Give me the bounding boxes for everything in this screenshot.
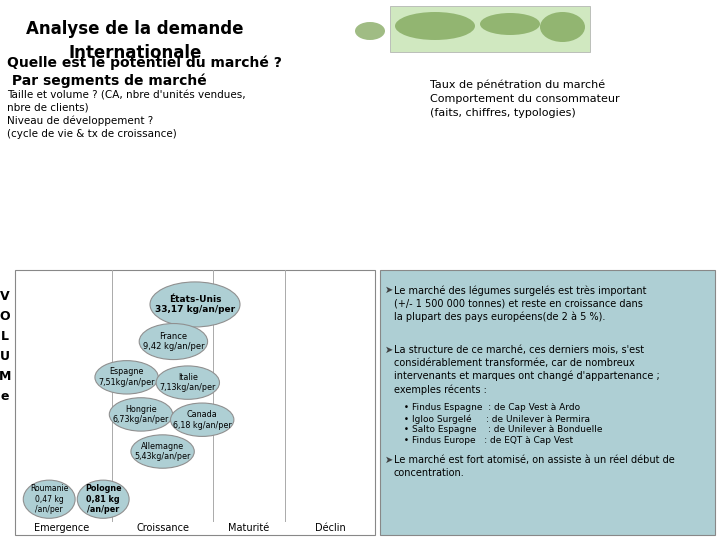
- Text: Quelle est le potentiel du marché ?: Quelle est le potentiel du marché ?: [7, 56, 282, 71]
- Text: Hongrie
6,73kg/an/per: Hongrie 6,73kg/an/per: [113, 404, 169, 424]
- Ellipse shape: [23, 480, 75, 518]
- Text: Le marché des légumes surgelés est très important
(+/- 1 500 000 tonnes) et rest: Le marché des légumes surgelés est très …: [394, 285, 647, 322]
- Text: Allemagne
5,43kg/an/per: Allemagne 5,43kg/an/per: [135, 442, 191, 461]
- Text: ➤: ➤: [385, 455, 393, 465]
- Text: • Salto Espagne    : de Unilever à Bonduelle: • Salto Espagne : de Unilever à Bonduell…: [398, 425, 603, 434]
- Text: V: V: [0, 290, 10, 303]
- Text: Espagne
7,51kg/an/per: Espagne 7,51kg/an/per: [99, 367, 155, 387]
- Text: e: e: [1, 390, 9, 403]
- Ellipse shape: [95, 361, 158, 394]
- Ellipse shape: [150, 282, 240, 327]
- Text: Analyse de la demande
Internationale: Analyse de la demande Internationale: [26, 20, 244, 62]
- Text: Canada
6,18 kg/an/per: Canada 6,18 kg/an/per: [173, 410, 232, 430]
- Text: • Igloo Surgelé     : de Unilever à Permira: • Igloo Surgelé : de Unilever à Permira: [398, 414, 590, 423]
- Ellipse shape: [480, 13, 540, 35]
- Text: Taux de pénétration du marché
Comportement du consommateur
(faits, chiffres, typ: Taux de pénétration du marché Comporteme…: [430, 80, 620, 118]
- Text: • Findus Espagne  : de Cap Vest à Ardo: • Findus Espagne : de Cap Vest à Ardo: [398, 403, 580, 412]
- Text: Niveau de développement ?: Niveau de développement ?: [7, 116, 153, 126]
- Text: Italie
7,13kg/an/per: Italie 7,13kg/an/per: [160, 373, 216, 393]
- Ellipse shape: [171, 403, 234, 436]
- Ellipse shape: [131, 435, 194, 468]
- Text: États-Unis
33,17 kg/an/per: États-Unis 33,17 kg/an/per: [155, 295, 235, 314]
- Bar: [380, 270, 715, 535]
- Text: Par segments de marché: Par segments de marché: [7, 73, 207, 87]
- Ellipse shape: [109, 398, 173, 431]
- Text: U: U: [0, 350, 10, 363]
- Text: ➤: ➤: [385, 285, 393, 295]
- Text: Emergence: Emergence: [34, 523, 89, 533]
- Text: Croissance: Croissance: [136, 523, 189, 533]
- FancyBboxPatch shape: [390, 6, 590, 52]
- Text: nbre de clients): nbre de clients): [7, 103, 89, 113]
- Text: O: O: [0, 310, 10, 323]
- Text: ➤: ➤: [385, 345, 393, 355]
- Text: Pologne
0,81 kg
/an/per: Pologne 0,81 kg /an/per: [85, 484, 122, 515]
- Text: Maturité: Maturité: [228, 523, 269, 533]
- Text: La structure de ce marché, ces derniers mois, s'est
considérablement transformée: La structure de ce marché, ces derniers …: [394, 345, 660, 395]
- Text: Taille et volume ? (CA, nbre d'unités vendues,: Taille et volume ? (CA, nbre d'unités ve…: [7, 90, 246, 100]
- Bar: [15, 270, 375, 535]
- Ellipse shape: [77, 480, 129, 518]
- Text: L: L: [1, 330, 9, 343]
- Text: France
9,42 kg/an/per: France 9,42 kg/an/per: [143, 332, 204, 352]
- Ellipse shape: [540, 12, 585, 42]
- Ellipse shape: [395, 12, 475, 40]
- Text: Le marché est fort atomisé, on assiste à un réel début de
concentration.: Le marché est fort atomisé, on assiste à…: [394, 455, 675, 478]
- Text: (cycle de vie & tx de croissance): (cycle de vie & tx de croissance): [7, 129, 176, 139]
- Ellipse shape: [156, 366, 220, 399]
- Text: Déclin: Déclin: [315, 523, 346, 533]
- Text: • Findus Europe   : de EQT à Cap Vest: • Findus Europe : de EQT à Cap Vest: [398, 436, 573, 445]
- Text: M: M: [0, 370, 12, 383]
- Text: Roumanie
0,47 kg
/an/per: Roumanie 0,47 kg /an/per: [30, 484, 68, 515]
- Ellipse shape: [139, 323, 207, 360]
- Ellipse shape: [355, 22, 385, 40]
